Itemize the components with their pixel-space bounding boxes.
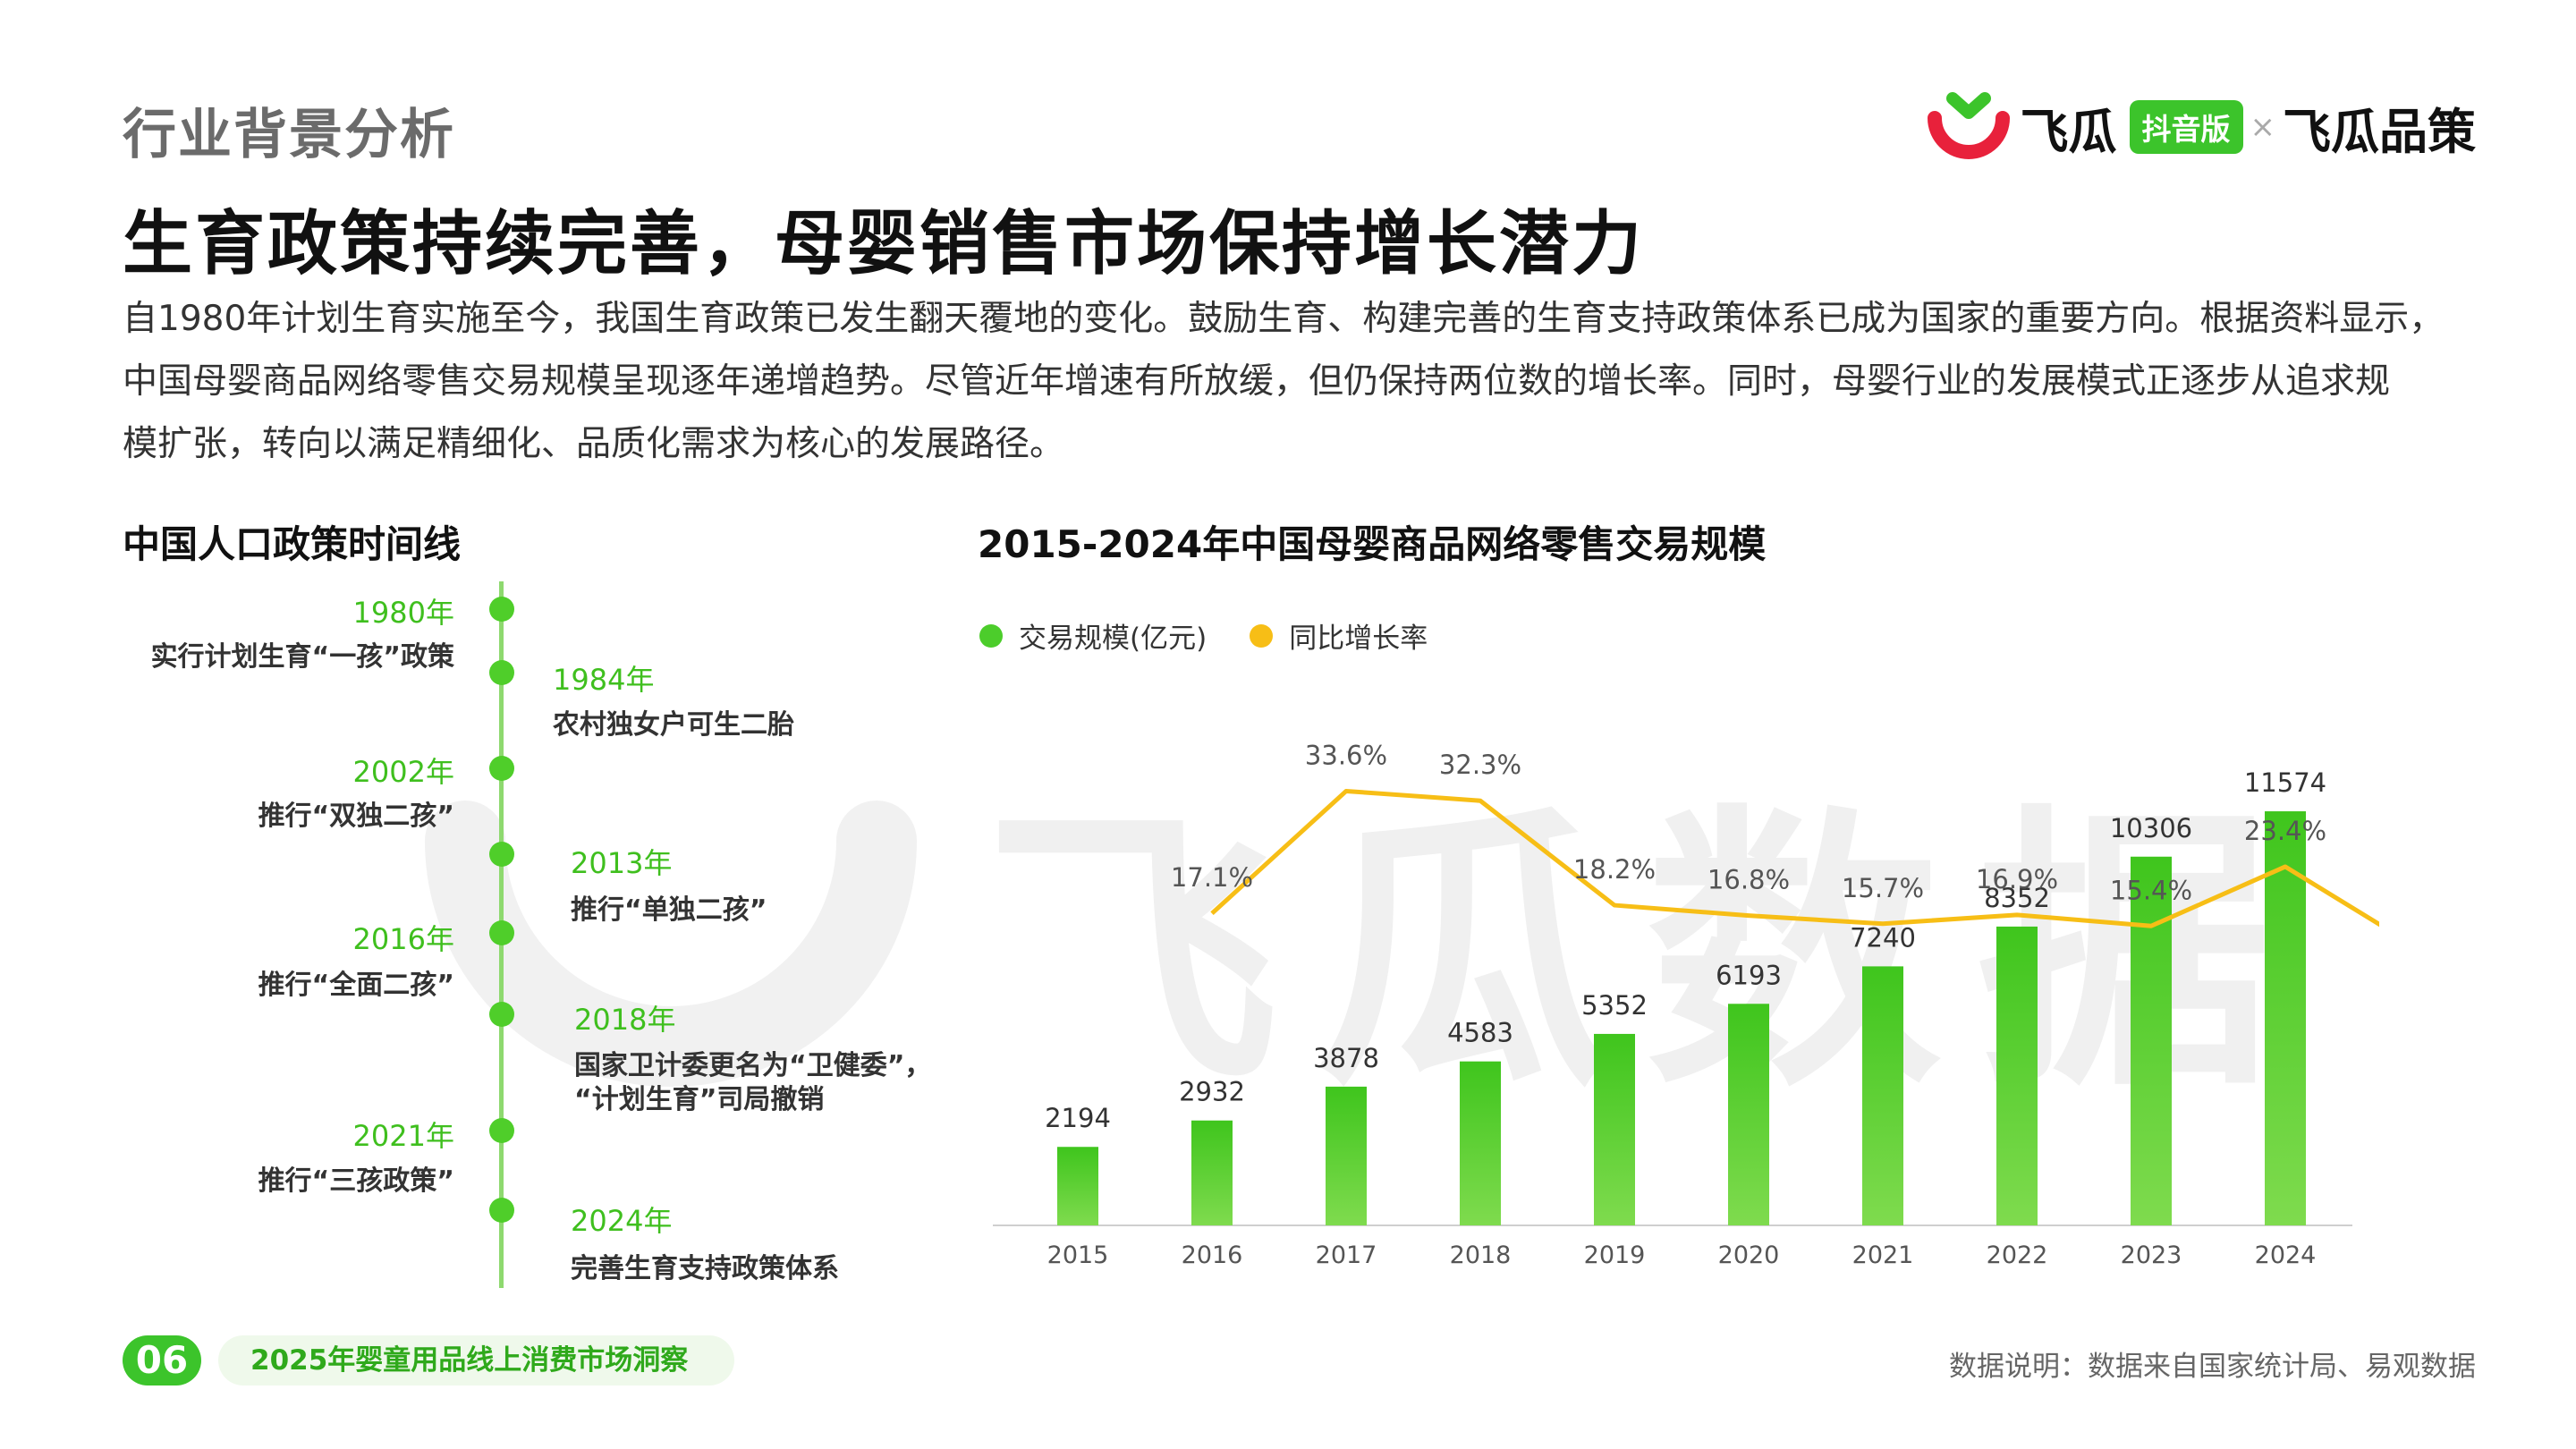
x-tick-label: 2024 xyxy=(2255,1241,2317,1269)
timeline-desc: 完善生育支持政策体系 xyxy=(571,1253,839,1284)
timeline-title: 中国人口政策时间线 xyxy=(123,522,462,566)
bar xyxy=(2131,856,2172,1225)
bar xyxy=(1191,1120,1233,1225)
bar-value-label: 8352 xyxy=(1984,883,2050,913)
timeline-desc: 推行“全面二孩” xyxy=(258,970,454,1001)
timeline-dot xyxy=(489,1002,514,1027)
bar-value-label: 7240 xyxy=(1850,922,1916,953)
bar xyxy=(1057,1147,1098,1225)
timeline-desc: 推行“三孩政策” xyxy=(258,1165,454,1197)
growth-value-label: 18.2% xyxy=(1573,854,1656,885)
intro-paragraph: 自1980年计划生育实施至今，我国生育政策已发生翻天覆地的变化。鼓励生育、构建完… xyxy=(123,288,2484,476)
bar xyxy=(1728,1004,1769,1225)
timeline-dot xyxy=(489,842,514,867)
brand-badge: 抖音版 xyxy=(2129,100,2243,154)
feigua-logo-icon xyxy=(1927,92,2010,159)
intro-line: 自1980年计划生育实施至今，我国生育政策已发生翻天覆地的变化。鼓励生育、构建完… xyxy=(123,299,2445,339)
x-tick-label: 2018 xyxy=(1450,1241,1512,1269)
bar-value-label: 10306 xyxy=(2110,813,2192,843)
section-tag: 行业背景分析 xyxy=(123,104,455,166)
legend-bar-label: 交易规模(亿元) xyxy=(1019,623,1208,655)
bar xyxy=(2265,811,2306,1225)
x-tick-label: 2022 xyxy=(1987,1241,2048,1269)
bar-value-label: 2932 xyxy=(1179,1077,1245,1107)
bar-value-label: 3878 xyxy=(1313,1043,1379,1073)
growth-value-label: 32.3% xyxy=(1439,750,1521,780)
brand-name-right: 飞瓜品策 xyxy=(2283,103,2476,160)
timeline-dot xyxy=(489,660,514,685)
timeline-year: 2013年 xyxy=(571,846,673,880)
report-title-pill: 2025年婴童用品线上消费市场洞察 xyxy=(218,1335,735,1385)
timeline-dot xyxy=(489,1198,514,1223)
bar xyxy=(1326,1086,1367,1225)
brand-name-left: 飞瓜 xyxy=(2020,103,2117,160)
brand-logo: 飞瓜 抖音版 × 飞瓜品策 xyxy=(1926,91,2476,163)
intro-line: 模扩张，转向以满足精细化、品质化需求为核心的发展路径。 xyxy=(123,424,1065,464)
timeline-year: 2018年 xyxy=(574,1003,676,1037)
brand-separator: × xyxy=(2250,109,2276,145)
bar xyxy=(1460,1061,1501,1225)
growth-value-label: 15.7% xyxy=(1842,873,1924,903)
timeline-year: 1984年 xyxy=(553,663,655,697)
x-tick-label: 2023 xyxy=(2121,1241,2182,1269)
bar-value-label: 5352 xyxy=(1581,990,1648,1021)
x-tick-label: 2021 xyxy=(1852,1241,1914,1269)
timeline-desc: “计划生育”司局撤销 xyxy=(574,1084,825,1115)
timeline-desc: 国家卫计委更名为“卫健委”， xyxy=(574,1050,932,1081)
chart-plot: 2194 2932 3878 4583 5352 6193 7240 8352 10306 115… xyxy=(993,740,2379,1269)
x-tick-label: 2016 xyxy=(1182,1241,1243,1269)
timeline-desc: 实行计划生育“一孩”政策 xyxy=(150,641,454,673)
legend-line-label: 同比增长率 xyxy=(1289,623,1428,655)
bar xyxy=(1996,926,2038,1225)
growth-value-label: 23.4% xyxy=(2244,816,2326,846)
growth-line xyxy=(1210,788,2379,928)
timeline-dot xyxy=(489,1118,514,1143)
bar-value-label: 6193 xyxy=(1716,960,1782,990)
x-tick-label: 2015 xyxy=(1047,1241,1109,1269)
growth-value-label: 33.6% xyxy=(1305,740,1387,770)
timeline-dot xyxy=(489,920,514,945)
timeline-desc: 推行“双独二孩” xyxy=(258,801,454,832)
timeline-year: 2021年 xyxy=(352,1119,454,1153)
legend-line-swatch xyxy=(1250,623,1274,648)
timeline-year: 2016年 xyxy=(352,922,454,956)
headline: 生育政策持续完善，母婴销售市场保持增长潜力 xyxy=(123,204,1645,284)
intro-line: 中国母婴商品网络零售交易规模呈现逐年递增趋势。尽管近年增速有所放缓，但仍保持两位… xyxy=(123,361,2391,402)
bar-value-label: 2194 xyxy=(1045,1103,1111,1133)
timeline-year: 2024年 xyxy=(571,1204,673,1238)
chart-legend: 交易规模(亿元) 同比增长率 xyxy=(979,615,1428,656)
bar-value-label: 4583 xyxy=(1447,1018,1513,1048)
chart-title: 2015-2024年中国母婴商品网络零售交易规模 xyxy=(978,522,1767,566)
watermark-logo-arc xyxy=(425,801,917,1087)
x-tick-label: 2019 xyxy=(1584,1241,1646,1269)
growth-value-label: 16.8% xyxy=(1707,865,1790,895)
timeline-year: 1980年 xyxy=(352,596,454,630)
growth-value-label: 12.3% xyxy=(2378,898,2379,928)
x-tick-label: 2020 xyxy=(1718,1241,1780,1269)
timeline-desc: 推行“单独二孩” xyxy=(571,894,767,926)
bar-value-label: 11574 xyxy=(2244,767,2326,798)
timeline-desc: 农村独女户可生二胎 xyxy=(553,709,794,741)
bar xyxy=(1594,1033,1635,1225)
growth-value-label: 15.4% xyxy=(2110,875,2192,905)
timeline-year: 2002年 xyxy=(352,755,454,789)
timeline-dot xyxy=(489,597,514,622)
legend-bar-swatch xyxy=(979,623,1003,648)
page-number-badge: 06 xyxy=(123,1335,201,1385)
timeline-dot xyxy=(489,756,514,781)
growth-value-label: 17.1% xyxy=(1171,862,1253,893)
source-note: 数据说明：数据来自国家统计局、易观数据 xyxy=(1949,1351,2476,1383)
growth-value-label: 16.9% xyxy=(1976,864,2058,894)
bar xyxy=(1862,966,1903,1225)
x-tick-label: 2017 xyxy=(1316,1241,1377,1269)
